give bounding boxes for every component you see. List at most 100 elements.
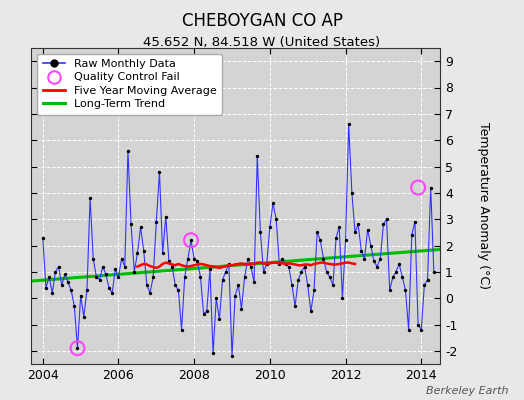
Y-axis label: Temperature Anomaly (°C): Temperature Anomaly (°C) bbox=[477, 122, 490, 290]
Point bbox=[348, 190, 356, 196]
Point bbox=[379, 221, 388, 228]
Point bbox=[58, 282, 66, 288]
Text: 45.652 N, 84.518 W (United States): 45.652 N, 84.518 W (United States) bbox=[144, 36, 380, 49]
Point bbox=[121, 263, 129, 270]
Point bbox=[73, 345, 82, 352]
Point bbox=[200, 311, 208, 317]
Point bbox=[42, 284, 50, 291]
Point bbox=[288, 282, 296, 288]
Point bbox=[332, 234, 340, 241]
Point bbox=[108, 290, 116, 296]
Point bbox=[398, 274, 407, 280]
Point bbox=[259, 269, 268, 275]
Point bbox=[181, 274, 189, 280]
Point bbox=[405, 326, 413, 333]
Point bbox=[234, 282, 243, 288]
Point bbox=[117, 256, 126, 262]
Point bbox=[420, 282, 429, 288]
Point bbox=[278, 256, 287, 262]
Point bbox=[187, 237, 195, 244]
Point bbox=[127, 221, 135, 228]
Point bbox=[111, 266, 119, 272]
Point bbox=[354, 221, 362, 228]
Point bbox=[203, 308, 211, 314]
Point bbox=[338, 295, 346, 301]
Point bbox=[335, 224, 343, 230]
Point bbox=[423, 276, 432, 283]
Point bbox=[300, 263, 309, 270]
Point bbox=[389, 274, 397, 280]
Point bbox=[281, 261, 290, 267]
Point bbox=[392, 269, 400, 275]
Point bbox=[92, 274, 101, 280]
Text: Berkeley Earth: Berkeley Earth bbox=[426, 386, 508, 396]
Point bbox=[386, 287, 394, 294]
Point bbox=[285, 263, 293, 270]
Point bbox=[313, 229, 321, 236]
Point bbox=[99, 263, 107, 270]
Point bbox=[95, 276, 104, 283]
Point bbox=[45, 274, 53, 280]
Point bbox=[373, 263, 381, 270]
Point bbox=[73, 345, 82, 352]
Point bbox=[165, 258, 173, 264]
Point bbox=[266, 224, 274, 230]
Point bbox=[158, 250, 167, 257]
Point bbox=[102, 271, 110, 278]
Point bbox=[364, 226, 372, 233]
Point bbox=[237, 306, 246, 312]
Point bbox=[83, 287, 91, 294]
Point bbox=[395, 261, 403, 267]
Point bbox=[241, 274, 249, 280]
Point bbox=[196, 274, 205, 280]
Point bbox=[344, 121, 353, 128]
Point bbox=[146, 290, 154, 296]
Point bbox=[174, 287, 182, 294]
Point bbox=[316, 237, 324, 244]
Point bbox=[319, 256, 328, 262]
Point bbox=[105, 284, 113, 291]
Point bbox=[124, 148, 132, 154]
Point bbox=[250, 279, 258, 286]
Point bbox=[77, 292, 85, 299]
Point bbox=[427, 184, 435, 191]
Point bbox=[136, 224, 145, 230]
Point bbox=[54, 263, 63, 270]
Point bbox=[303, 282, 312, 288]
Point bbox=[80, 314, 88, 320]
Point bbox=[209, 350, 217, 357]
Point bbox=[89, 256, 97, 262]
Point bbox=[212, 295, 221, 301]
Point bbox=[48, 290, 57, 296]
Point bbox=[155, 168, 163, 175]
Point bbox=[408, 232, 416, 238]
Point bbox=[193, 258, 202, 264]
Point bbox=[329, 282, 337, 288]
Point bbox=[263, 261, 271, 267]
Point bbox=[383, 216, 391, 222]
Point bbox=[114, 274, 123, 280]
Point bbox=[357, 248, 366, 254]
Point bbox=[168, 263, 176, 270]
Point bbox=[256, 229, 265, 236]
Point bbox=[401, 287, 410, 294]
Point bbox=[61, 271, 69, 278]
Point bbox=[86, 195, 94, 201]
Point bbox=[139, 248, 148, 254]
Point bbox=[307, 308, 315, 314]
Point bbox=[219, 276, 227, 283]
Point bbox=[228, 353, 236, 359]
Point bbox=[222, 269, 230, 275]
Point bbox=[367, 242, 375, 249]
Point bbox=[322, 269, 331, 275]
Point bbox=[272, 216, 280, 222]
Point bbox=[294, 276, 302, 283]
Text: CHEBOYGAN CO AP: CHEBOYGAN CO AP bbox=[181, 12, 343, 30]
Point bbox=[171, 282, 179, 288]
Point bbox=[190, 256, 199, 262]
Legend: Raw Monthly Data, Quality Control Fail, Five Year Moving Average, Long-Term Tren: Raw Monthly Data, Quality Control Fail, … bbox=[37, 54, 222, 115]
Point bbox=[39, 234, 47, 241]
Point bbox=[161, 213, 170, 220]
Point bbox=[297, 269, 305, 275]
Point bbox=[70, 303, 79, 309]
